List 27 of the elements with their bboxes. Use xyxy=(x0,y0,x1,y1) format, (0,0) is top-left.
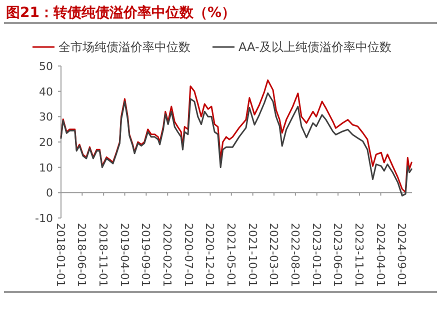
y-tick-label: 0 xyxy=(46,186,53,200)
y-tick-label: 40 xyxy=(39,85,53,98)
x-tick-label: 2023-06-01 xyxy=(331,223,344,287)
y-tick-label: 30 xyxy=(39,110,53,124)
x-tick-label: 2022-08-01 xyxy=(288,223,302,287)
x-tick-label: 2024-04-01 xyxy=(374,223,387,287)
y-tick-label: 50 xyxy=(39,60,53,73)
chart-title: 图21：转债纯债溢价率中位数（%） xyxy=(6,4,236,21)
x-tick-label: 2024-09-01 xyxy=(395,223,408,287)
y-tick-label: 20 xyxy=(39,136,53,149)
y-tick-label: -10 xyxy=(35,212,53,225)
x-tick-label: 2022-03-01 xyxy=(266,223,280,287)
x-tick-label: 2019-04-01 xyxy=(118,223,131,287)
x-tick-label: 2021-05-01 xyxy=(224,223,238,287)
x-tick-label: 2020-12-01 xyxy=(203,223,216,287)
legend-label: AA-及以上纯债溢价率中位数 xyxy=(238,40,392,54)
x-tick-label: 2023-01-01 xyxy=(310,223,323,287)
x-tick-label: 2018-06-01 xyxy=(75,223,88,287)
x-tick-label: 2018-01-01 xyxy=(54,223,67,287)
x-tick-label: 2021-10-01 xyxy=(246,223,259,287)
x-tick-label: 2018-11-01 xyxy=(96,223,110,287)
x-tick-label: 2020-07-01 xyxy=(182,223,195,287)
legend-label: 全市场纯债溢价率中位数 xyxy=(58,40,190,54)
x-tick-label: 2019-09-01 xyxy=(139,223,152,287)
x-tick-label: 2023-11-01 xyxy=(352,223,366,287)
y-tick-label: 10 xyxy=(39,161,53,174)
x-tick-label: 2020-02-01 xyxy=(160,223,174,287)
